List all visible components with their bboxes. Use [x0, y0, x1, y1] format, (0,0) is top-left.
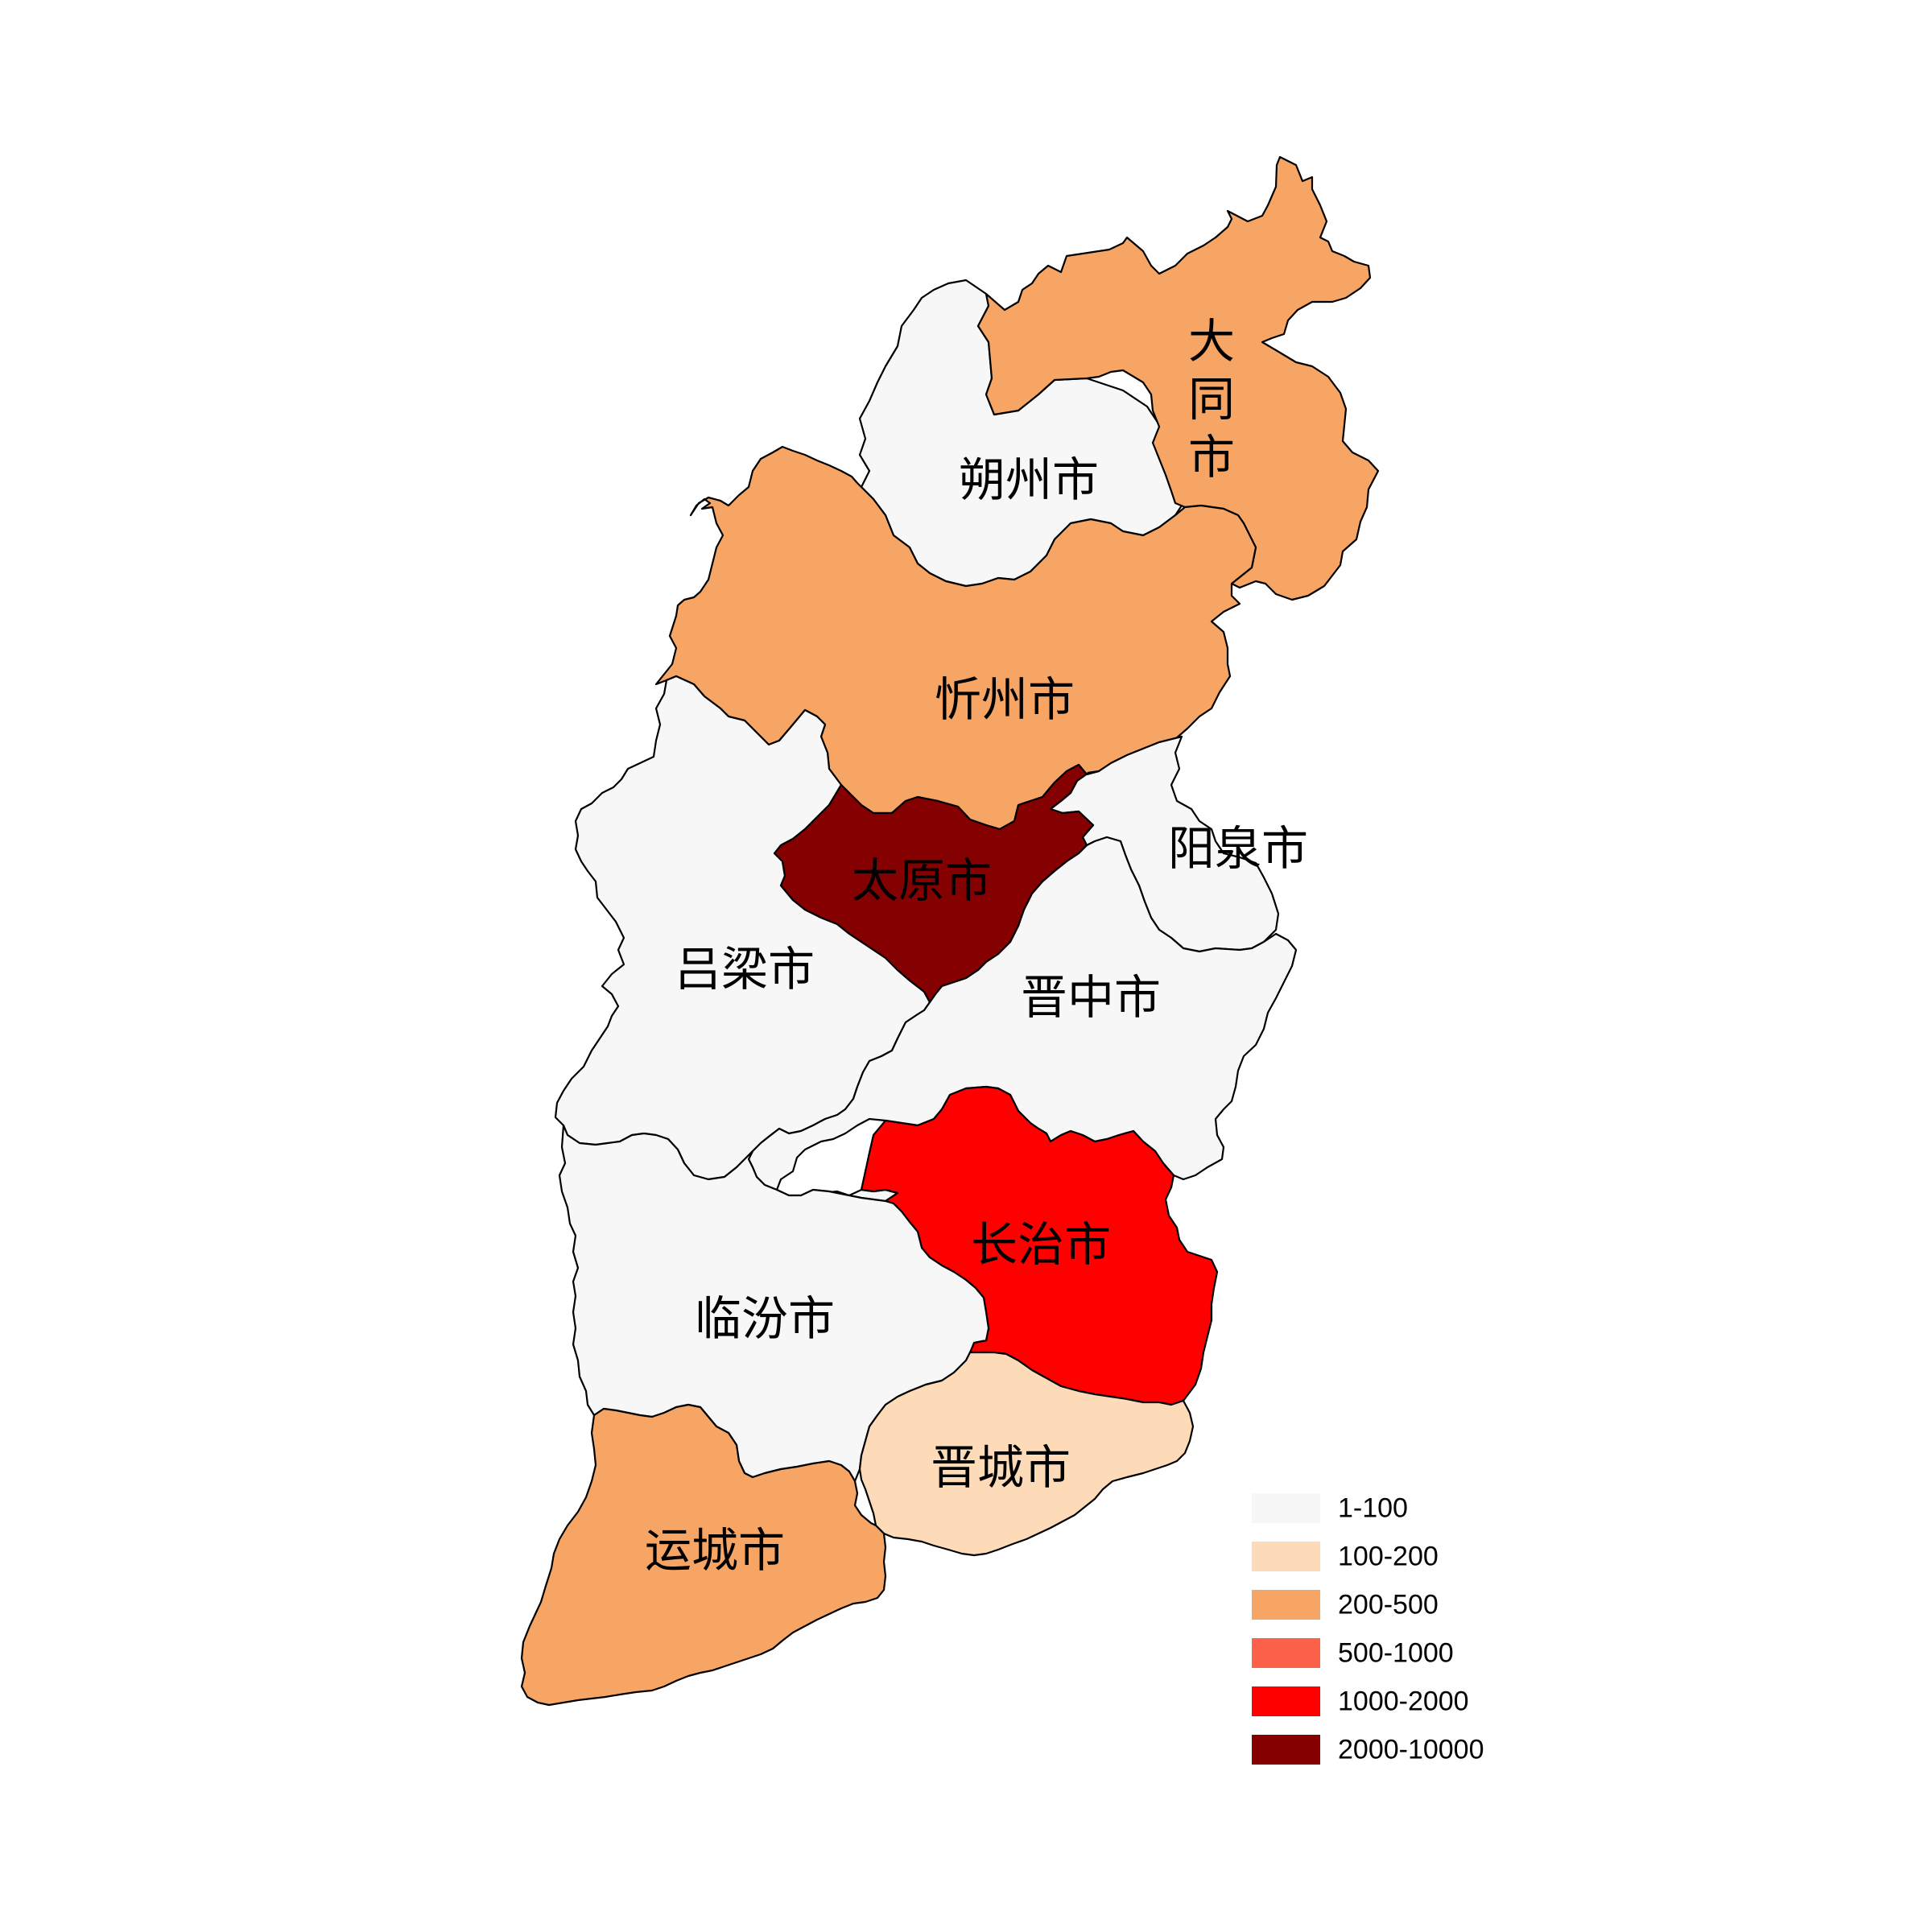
legend-swatch	[1252, 1638, 1320, 1668]
label-jinzhong: 晋中市	[1021, 970, 1161, 1025]
label-shuozhou: 朔州市	[959, 452, 1099, 507]
legend-label: 1000-2000	[1338, 1686, 1469, 1716]
legend-label: 500-1000	[1338, 1637, 1454, 1668]
label-taiyuan: 太原市	[852, 853, 992, 908]
legend-swatch	[1252, 1735, 1320, 1765]
legend: 1-100 100-200 200-500 500-1000 1000-2000 2000…	[1252, 1492, 1484, 1765]
legend-swatch	[1252, 1493, 1320, 1523]
legend-label: 2000-10000	[1338, 1734, 1484, 1765]
label-lvliang: 吕梁市	[675, 942, 815, 997]
legend-label: 1-100	[1338, 1492, 1408, 1523]
legend-label: 200-500	[1338, 1589, 1439, 1620]
legend-swatch	[1252, 1542, 1320, 1571]
label-yuncheng: 运城市	[645, 1523, 785, 1578]
legend-swatch	[1252, 1686, 1320, 1716]
label-datong: 大同市	[1188, 314, 1235, 485]
legend-label: 100-200	[1338, 1541, 1439, 1571]
label-linfen: 临汾市	[695, 1291, 835, 1346]
legend-swatch	[1252, 1590, 1320, 1620]
label-changzhi: 长治市	[971, 1217, 1111, 1272]
label-xinzhou: 忻州市	[935, 672, 1075, 727]
label-jincheng: 晋城市	[931, 1440, 1071, 1495]
label-yangquan: 阳泉市	[1168, 821, 1308, 876]
